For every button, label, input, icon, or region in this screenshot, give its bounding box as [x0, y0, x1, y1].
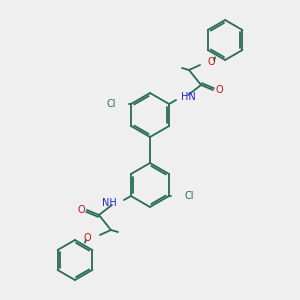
Text: Cl: Cl — [184, 191, 194, 201]
Text: Cl: Cl — [106, 99, 116, 109]
Text: O: O — [77, 205, 85, 215]
Text: O: O — [207, 57, 215, 67]
Text: HN: HN — [181, 92, 196, 102]
Text: O: O — [215, 85, 223, 95]
Text: O: O — [83, 233, 91, 243]
Text: NH: NH — [102, 198, 117, 208]
